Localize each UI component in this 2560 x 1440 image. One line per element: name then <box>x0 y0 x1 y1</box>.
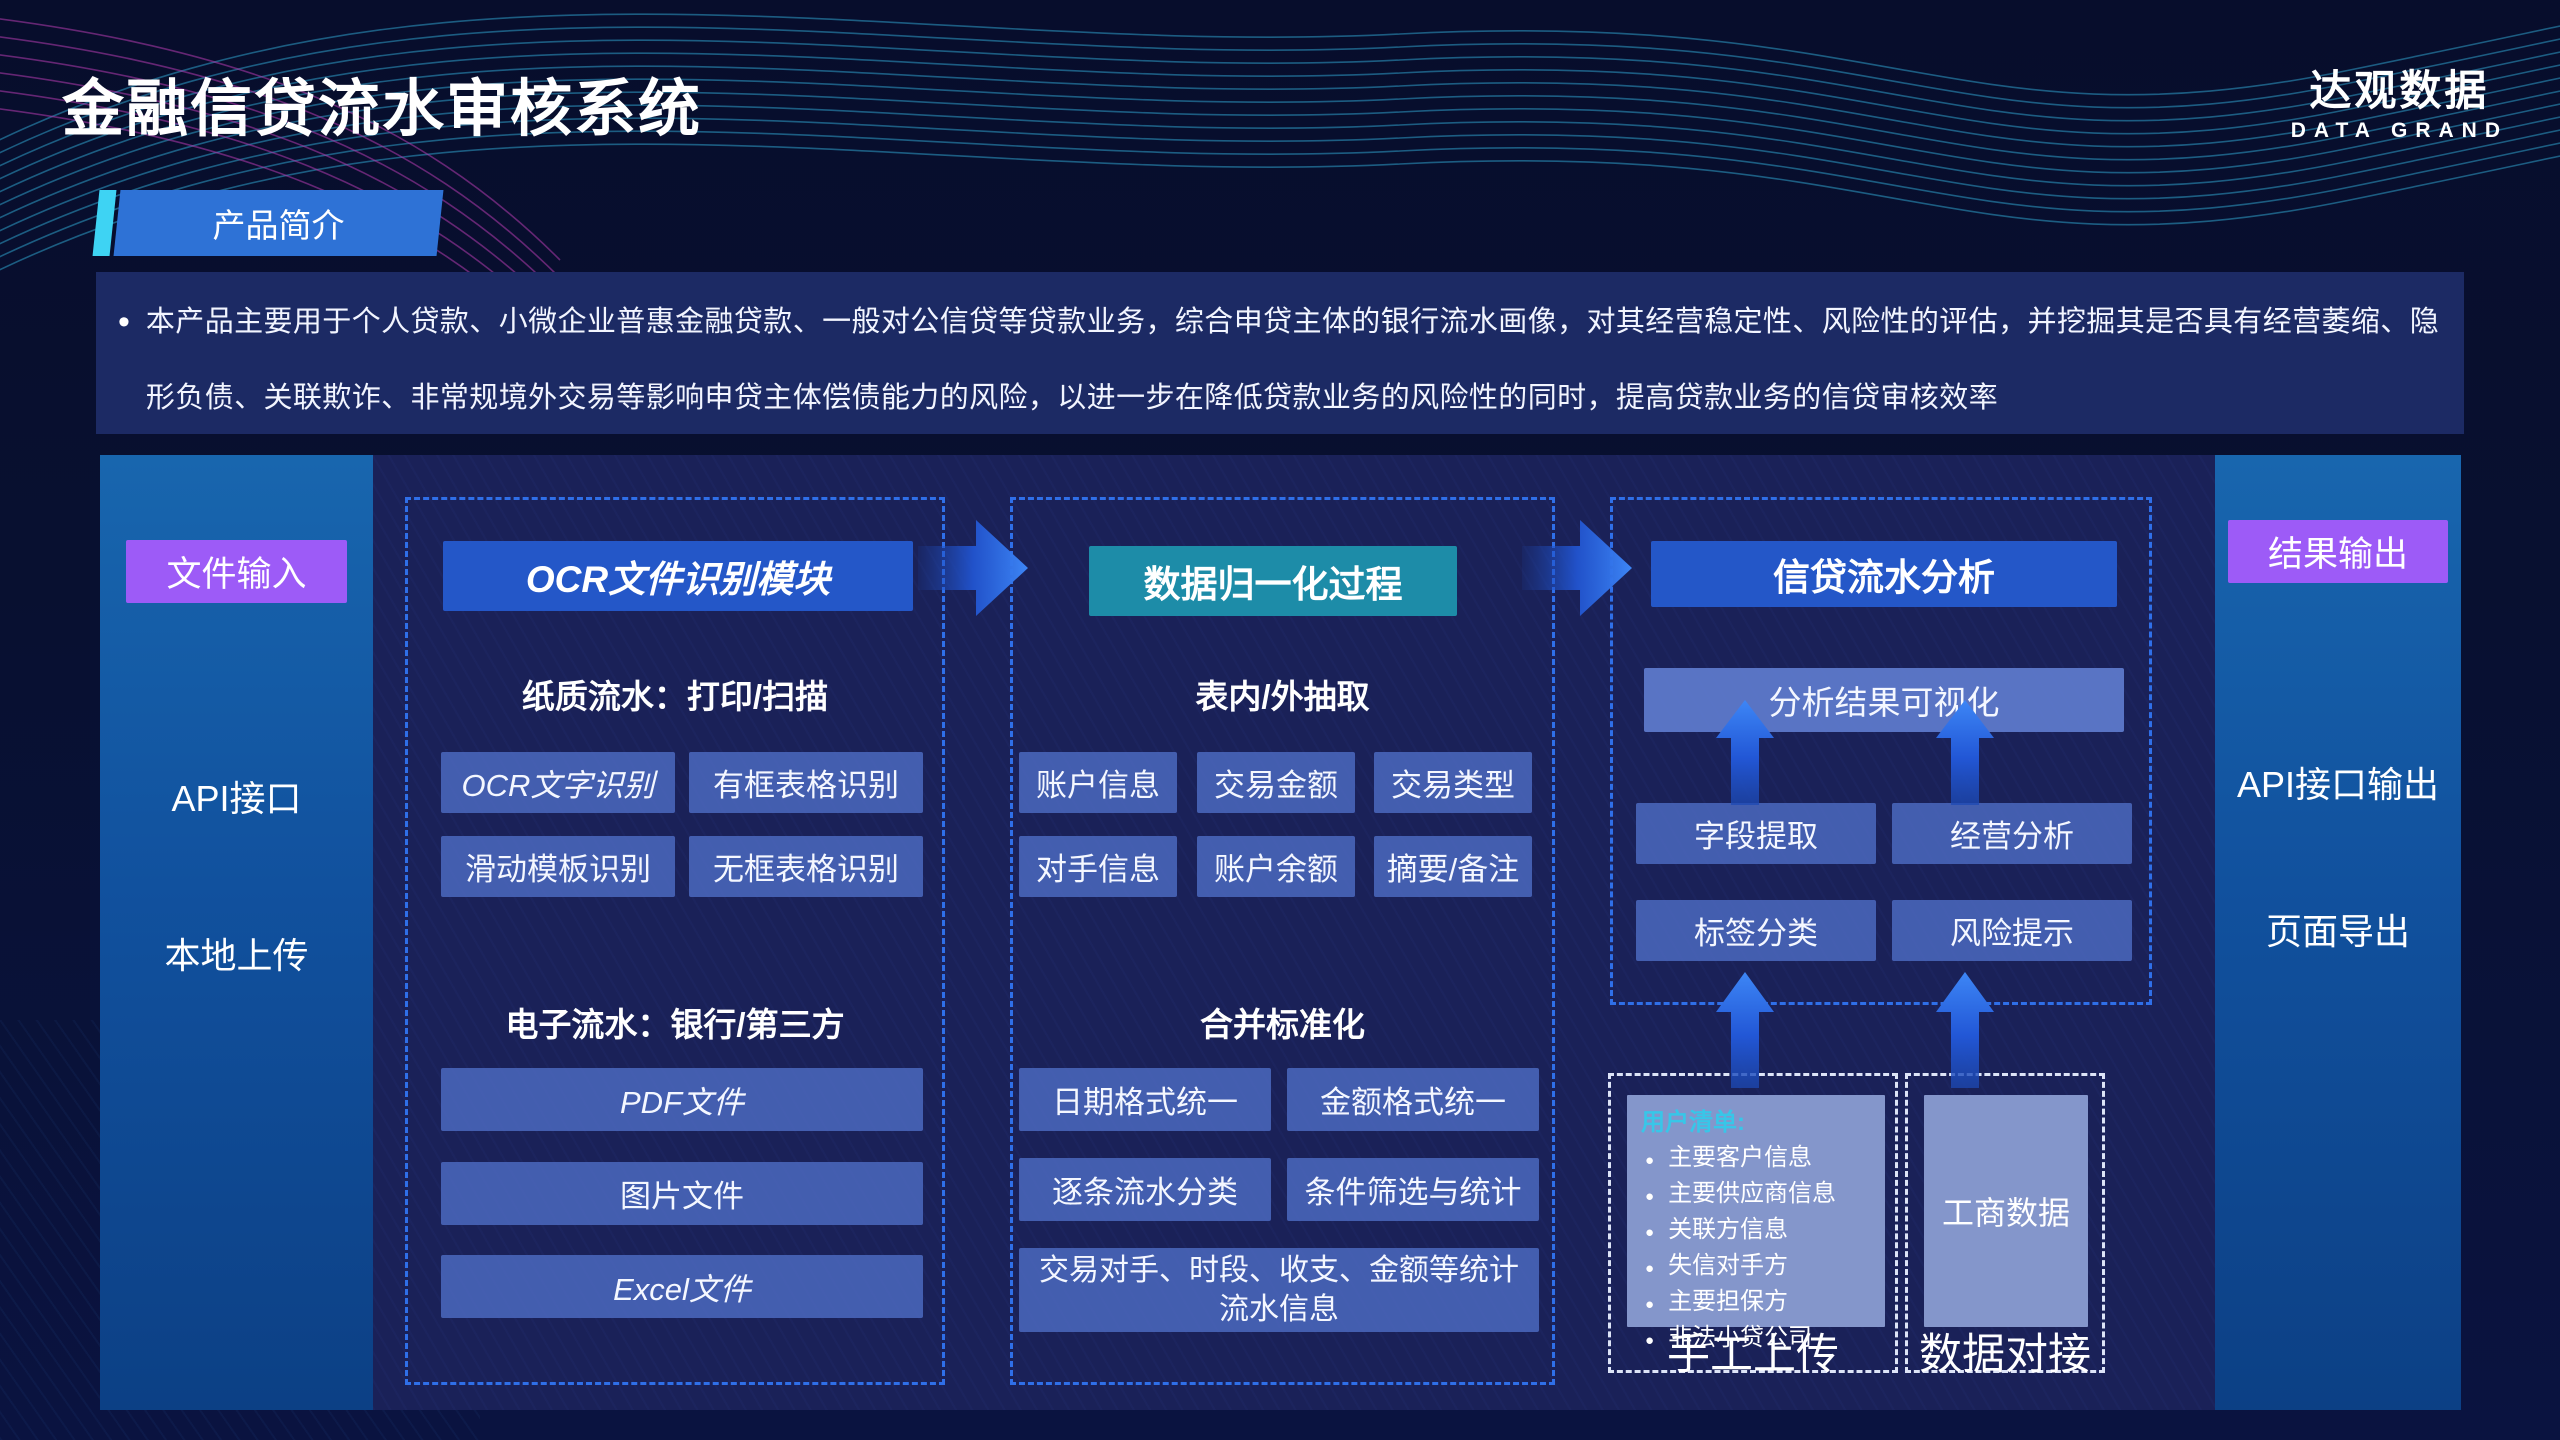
analysis-module-title: 信贷流水分析 <box>1651 541 2117 607</box>
data-connect-label: 数据对接 <box>1919 1331 2091 1379</box>
pdf-file-node: PDF文件 <box>441 1068 923 1131</box>
list-item: ● 非法小贷公司 <box>1641 1321 1885 1357</box>
list-item-label: 主要客户信息 <box>1668 1144 1813 1171</box>
intro-text: 本产品主要用于个人贷款、小微企业普惠金融贷款、一般对公信贷等贷款业务，综合申贷主… <box>145 306 2440 414</box>
bullet-icon: ● <box>1645 1332 1655 1349</box>
bullet-icon: ● <box>1645 1260 1655 1277</box>
transaction-amount-node: 交易金额 <box>1197 752 1355 813</box>
counterparty-info-node: 对手信息 <box>1019 836 1177 897</box>
user-list-title: 用户清单: <box>1641 1109 1745 1136</box>
wave-decoration <box>0 13 2560 351</box>
up-arrow-icon <box>1716 972 1774 1088</box>
business-data-panel: 工商数据 <box>1924 1095 2088 1327</box>
paper-flow-label: 纸质流水：打印/扫描 <box>521 678 829 715</box>
ocr-module-title: OCR文件识别模块 <box>443 541 913 611</box>
output-column-panel: 结果输出 API接口输出 页面导出 <box>2215 455 2461 1410</box>
api-interface-label: API接口 <box>171 778 302 819</box>
brand-logo: 达观数据 DATA GRAND <box>2291 66 2508 143</box>
intro-bullet: • <box>118 303 130 341</box>
list-item-label: 主要担保方 <box>1668 1288 1789 1315</box>
account-balance-node: 账户余额 <box>1197 836 1355 897</box>
risk-alert-node: 风险提示 <box>1892 900 2132 961</box>
analysis-module-box: 信贷流水分析 分析结果可视化 字段提取 经营分析 标签分类 风险提示 <box>1610 497 2152 1005</box>
frameless-table-recognition-node: 无框表格识别 <box>689 836 923 897</box>
list-item: ● 主要担保方 <box>1641 1285 1885 1321</box>
brand-logo-en: DATA GRAND <box>2290 119 2508 142</box>
statistics-summary-node: 交易对手、时段、收支、金额等统计流水信息 <box>1019 1248 1539 1332</box>
image-file-node: 图片文件 <box>441 1162 923 1225</box>
normalization-module-box: 数据归一化过程 表内/外抽取 账户信息 交易金额 交易类型 对手信息 账户余额 … <box>1010 497 1555 1385</box>
brand-logo-cn: 达观数据 <box>2309 67 2490 114</box>
business-analysis-node: 经营分析 <box>1892 803 2132 864</box>
up-arrow-icon <box>1936 700 1994 805</box>
summary-remark-node: 摘要/备注 <box>1374 836 1532 897</box>
banner-accent-bar <box>92 190 117 256</box>
up-arrow-icon <box>1716 700 1774 805</box>
manual-upload-box: 用户清单: ● 主要客户信息 ● 主要供应商信息 ● 关联方信息 ● 失信对手方 ● 主要… <box>1608 1073 1898 1379</box>
list-item-label: 主要供应商信息 <box>1668 1180 1837 1207</box>
bullet-icon: ● <box>1645 1224 1655 1241</box>
bullet-icon: ● <box>1645 1152 1655 1169</box>
data-connect-box: 工商数据 数据对接 <box>1905 1073 2105 1379</box>
sliding-template-recognition-node: 滑动模板识别 <box>441 836 675 897</box>
list-item-label: 非法小贷公司 <box>1668 1324 1813 1351</box>
page-title: 金融信贷流水审核系统 <box>62 75 703 144</box>
list-item-label: 关联方信息 <box>1668 1216 1789 1243</box>
list-item-label: 失信对手方 <box>1668 1252 1789 1279</box>
product-intro-panel: • 本产品主要用于个人贷款、小微企业普惠金融贷款、一般对公信贷等贷款业务，综合申… <box>96 272 2464 434</box>
list-item: ● 关联方信息 <box>1641 1213 1885 1249</box>
result-output-label: 结果输出 <box>2228 520 2448 583</box>
flow-arrow-icon <box>918 520 1028 616</box>
manual-upload-label: 手工上传 <box>1667 1331 1839 1379</box>
bullet-icon: ● <box>1645 1188 1655 1205</box>
date-format-node: 日期格式统一 <box>1019 1068 1271 1131</box>
amount-format-node: 金额格式统一 <box>1287 1068 1539 1131</box>
flow-arrow-icon <box>1522 520 1632 616</box>
file-input-label: 文件输入 <box>126 540 347 603</box>
bullet-icon: ● <box>1645 1296 1655 1313</box>
transaction-type-node: 交易类型 <box>1374 752 1532 813</box>
up-arrow-icon <box>1936 972 1994 1088</box>
banner-label: 产品简介 <box>212 207 345 244</box>
framed-table-recognition-node: 有框表格识别 <box>689 752 923 813</box>
electronic-flow-label: 电子流水：银行/第三方 <box>505 1006 845 1043</box>
normalization-module-title: 数据归一化过程 <box>1089 546 1457 616</box>
ocr-module-box: OCR文件识别模块 纸质流水：打印/扫描 OCR文字识别 有框表格识别 滑动模板… <box>405 497 945 1385</box>
merge-standardize-label: 合并标准化 <box>1200 1006 1365 1043</box>
section-banner: 产品简介 <box>92 190 444 256</box>
excel-file-node: Excel文件 <box>441 1255 923 1318</box>
list-item: ● 主要供应商信息 <box>1641 1177 1885 1213</box>
list-item: ● 主要客户信息 <box>1641 1141 1885 1177</box>
user-list: ● 主要客户信息 ● 主要供应商信息 ● 关联方信息 ● 失信对手方 ● 主要担保方 ● 非… <box>1641 1141 1885 1357</box>
ocr-text-recognition-node: OCR文字识别 <box>441 752 675 813</box>
condition-filter-node: 条件筛选与统计 <box>1287 1158 1539 1221</box>
local-upload-label: 本地上传 <box>164 935 309 976</box>
account-info-node: 账户信息 <box>1019 752 1177 813</box>
list-item: ● 失信对手方 <box>1641 1249 1885 1285</box>
flow-classification-node: 逐条流水分类 <box>1019 1158 1271 1221</box>
field-extraction-node: 字段提取 <box>1636 803 1876 864</box>
input-column-panel: 文件输入 API接口 本地上传 <box>100 455 373 1410</box>
api-output-label: API接口输出 <box>2236 764 2440 805</box>
label-classification-node: 标签分类 <box>1636 900 1876 961</box>
page-export-label: 页面导出 <box>2265 911 2410 952</box>
table-extraction-label: 表内/外抽取 <box>1195 678 1370 715</box>
user-list-panel: 用户清单: ● 主要客户信息 ● 主要供应商信息 ● 关联方信息 ● 失信对手方 ● 主要… <box>1627 1095 1885 1351</box>
visualization-bar: 分析结果可视化 <box>1644 668 2124 732</box>
